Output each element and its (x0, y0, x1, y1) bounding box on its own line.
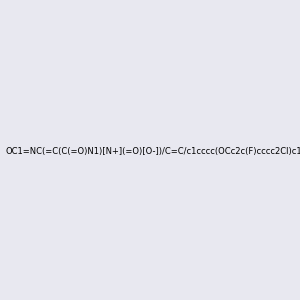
Text: OC1=NC(=C(C(=O)N1)[N+](=O)[O-])/C=C/c1cccc(OCc2c(F)cccc2Cl)c1: OC1=NC(=C(C(=O)N1)[N+](=O)[O-])/C=C/c1cc… (5, 147, 300, 156)
